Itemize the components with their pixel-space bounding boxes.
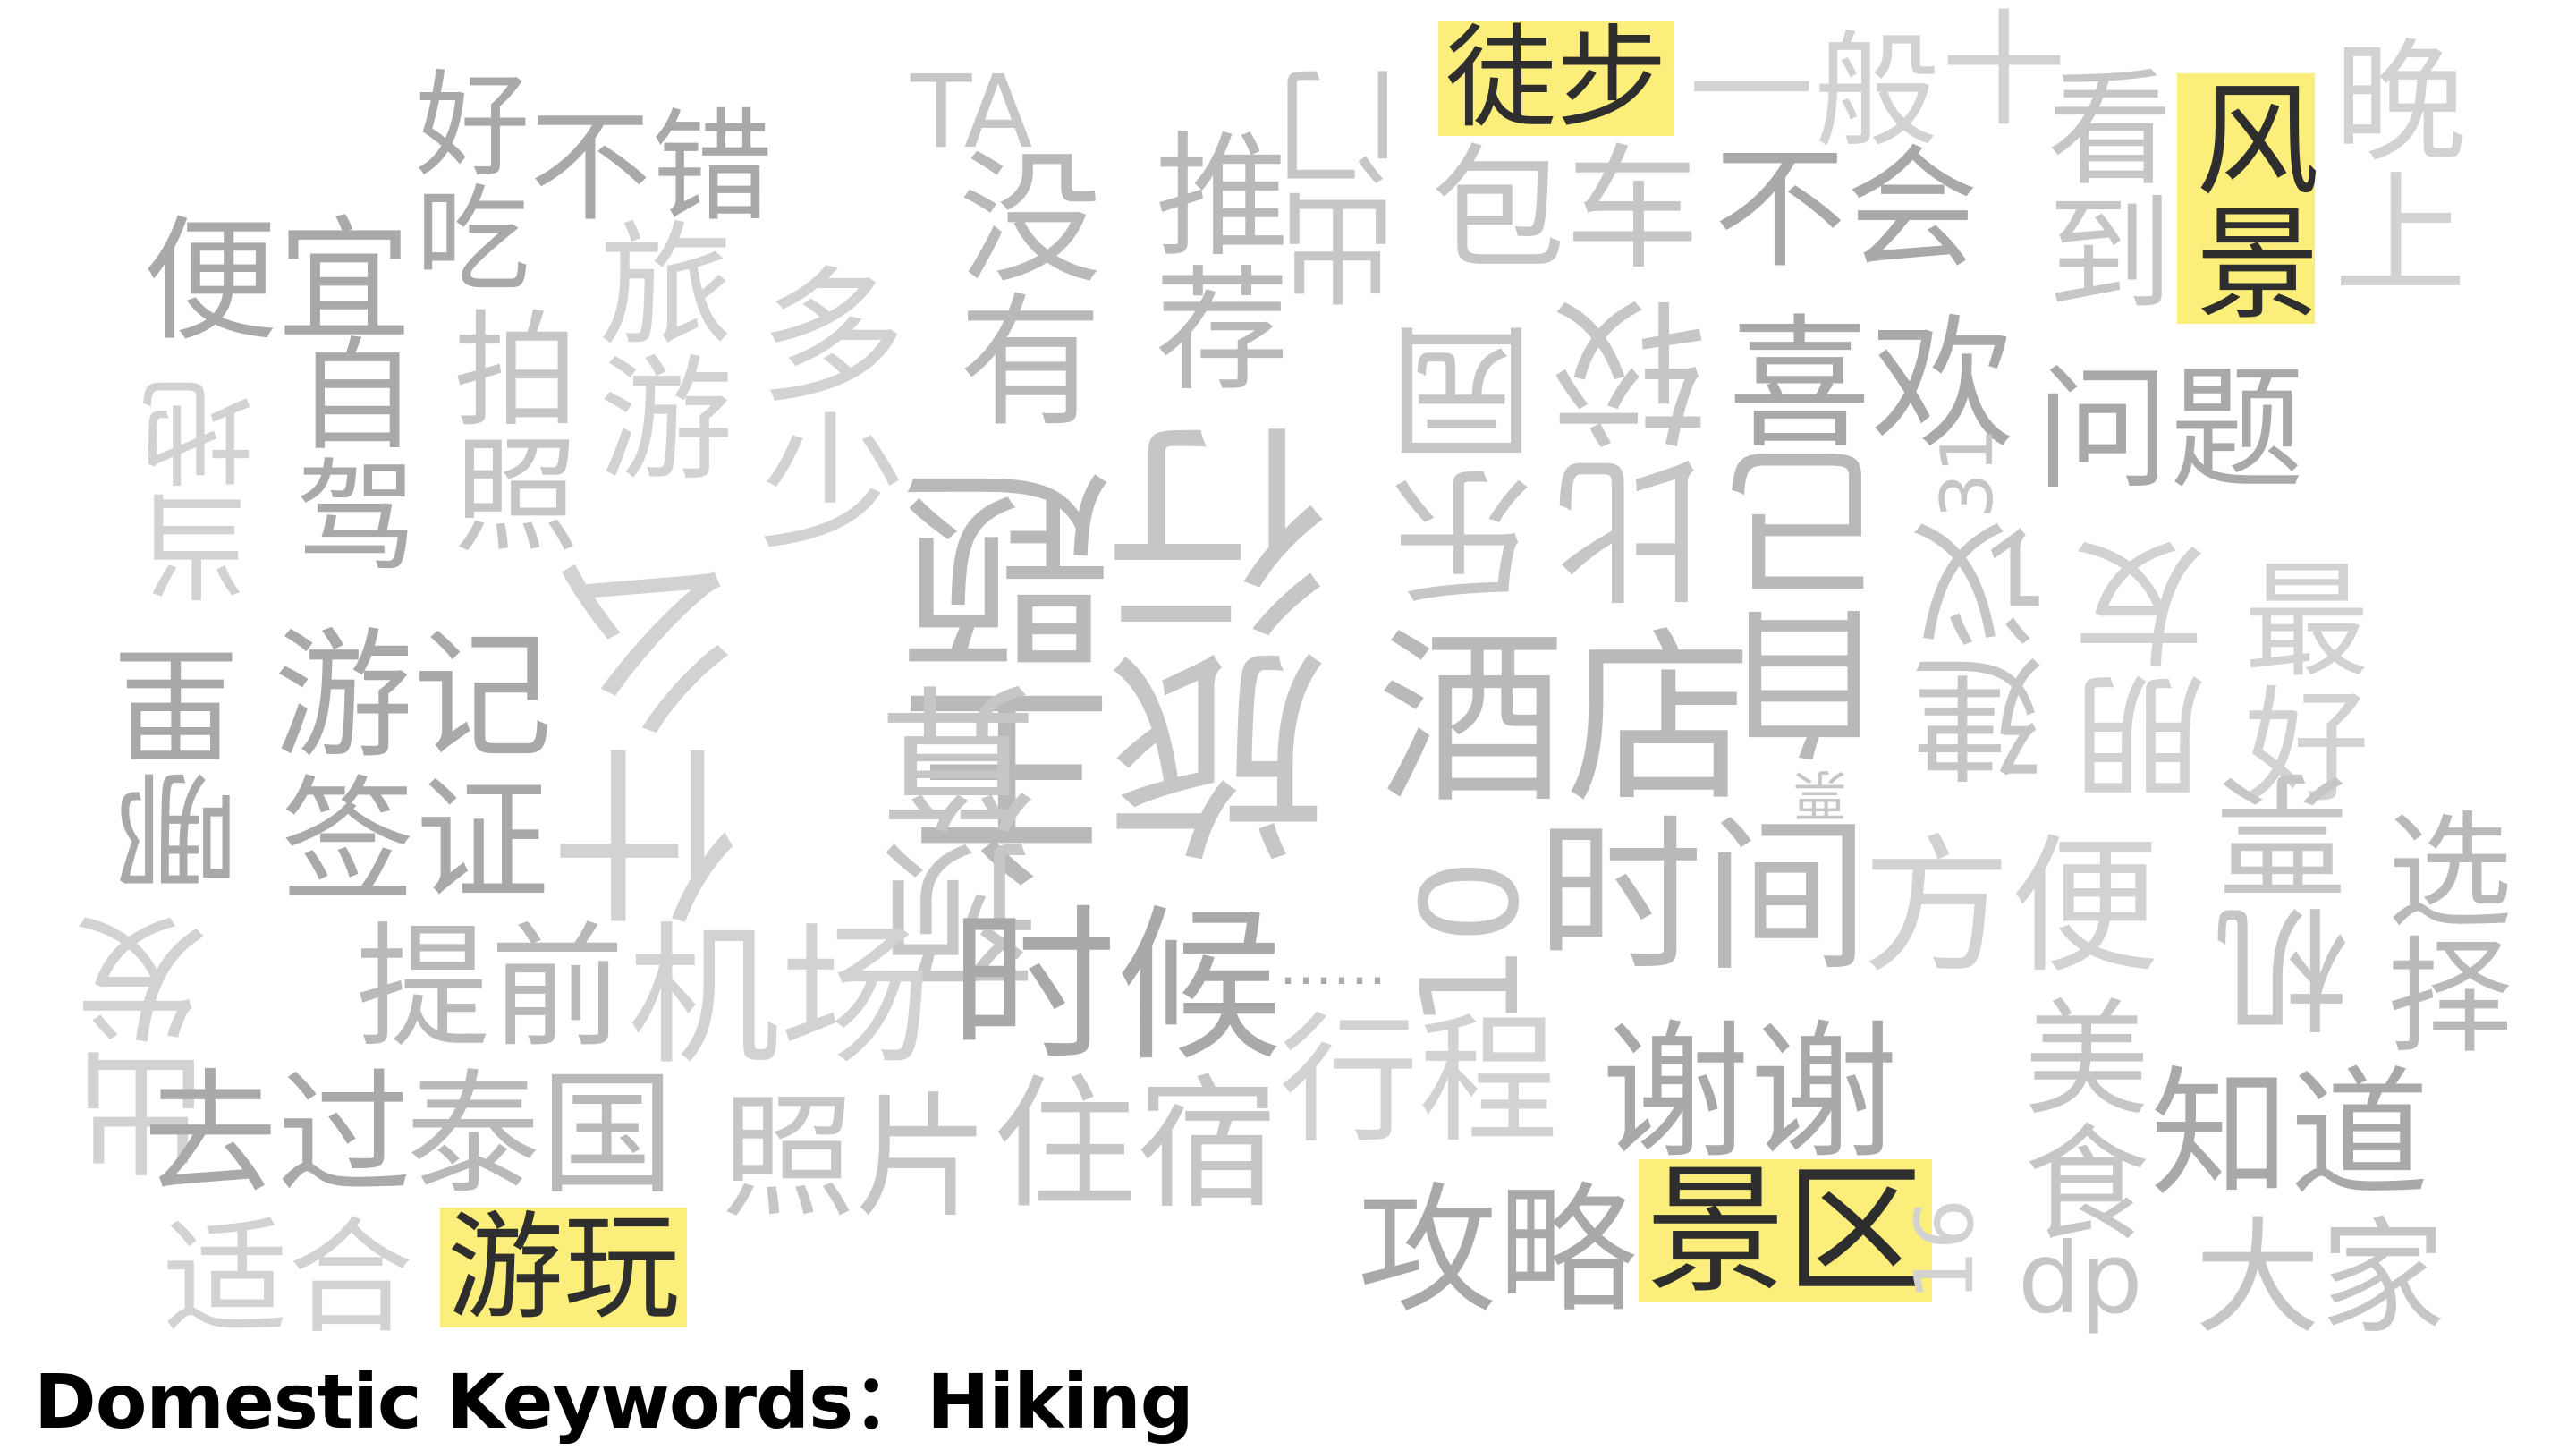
- cloud-word: 攻略: [1358, 1169, 1637, 1332]
- cloud-word: 拍照: [432, 304, 578, 555]
- cloud-word: 喜欢: [1728, 301, 2015, 468]
- cloud-word: 便宜: [143, 204, 412, 360]
- cloud-word: 16: [1898, 1199, 1992, 1302]
- keyword-word-cloud: 徒步 风景 景区 游玩 好吃 不错 TA 便宜 当地 自驾 拍照 旅游 多少 没…: [75, 0, 2512, 1352]
- cloud-word: 谢谢: [1601, 1007, 1898, 1180]
- cloud-word: 游记: [274, 615, 553, 777]
- cloud-word: 当地: [140, 376, 274, 605]
- cloud-word: 时候: [950, 889, 1284, 1083]
- cloud-word: 最好: [2223, 555, 2368, 805]
- cloud-word: 知道: [2150, 1053, 2429, 1216]
- cloud-word: 看到: [2026, 63, 2172, 313]
- cloud-word: 不错: [530, 98, 773, 239]
- cloud-word: 不会: [1714, 132, 1979, 286]
- cloud-word: 照片: [721, 1081, 990, 1236]
- cloud-word: 没有: [935, 143, 1102, 429]
- cloud-word: 泰国: [406, 1057, 675, 1213]
- cloud-word: 31: [1926, 428, 2009, 519]
- cloud-word-highlight: 风景: [2174, 73, 2318, 324]
- cloud-word: 去过: [143, 1057, 412, 1213]
- cloud-word: 旅游: [576, 215, 732, 483]
- cloud-word: 包车: [1431, 132, 1700, 288]
- cloud-word: 美食: [2003, 993, 2148, 1243]
- cloud-word: 适合: [163, 1206, 414, 1352]
- cloud-word: 机票: [2216, 769, 2372, 1038]
- page-title: Domestic Keywords：Hiking: [34, 1358, 1194, 1446]
- cloud-word: 晚上: [2311, 32, 2465, 297]
- cloud-word: 机场: [628, 909, 933, 1086]
- cloud-word: 时间: [1537, 800, 1870, 994]
- cloud-word: 签证: [281, 764, 550, 920]
- cloud-word: dp: [2018, 1235, 2143, 1350]
- cloud-word: 提前: [356, 911, 625, 1066]
- cloud-word: 比较: [1552, 295, 1735, 610]
- cloud-word: 住宿: [993, 1061, 1280, 1228]
- cloud-word: 乐园: [1390, 322, 1557, 608]
- cloud-word: 好吃: [395, 64, 529, 293]
- cloud-word: 选择: [2366, 805, 2512, 1056]
- cloud-word: 建议: [1912, 519, 2068, 787]
- cloud-word: 一般: [1689, 20, 1940, 165]
- cloud-word: 推荐: [1132, 125, 1288, 394]
- cloud-word-highlight: 景区: [1639, 1159, 1932, 1302]
- cloud-word: 哪里: [114, 644, 260, 895]
- cloud-word-highlight: 游玩: [440, 1208, 688, 1327]
- cloud-word: ……: [1279, 935, 1386, 997]
- cloud-word: 什么: [553, 555, 772, 930]
- cloud-word-highlight: 徒步: [1438, 21, 1675, 136]
- cloud-word: 出门: [1278, 66, 1419, 310]
- cloud-word: TA: [911, 55, 1033, 171]
- cloud-word: 酒店: [1377, 610, 1754, 829]
- cloud-word: 十: [1941, 0, 2067, 144]
- cloud-word: 朋友: [2073, 537, 2229, 805]
- cloud-word: 自驾: [275, 331, 416, 574]
- cloud-word: 自己: [1727, 444, 1914, 766]
- cloud-word: 方便: [1862, 821, 2159, 994]
- cloud-word: 多少: [734, 259, 905, 553]
- cloud-word: 旅行: [1106, 420, 1367, 868]
- cloud-word: 大家: [2195, 1206, 2446, 1352]
- cloud-word: 行程: [1279, 999, 1558, 1162]
- cloud-word: 问题: [2036, 352, 2305, 508]
